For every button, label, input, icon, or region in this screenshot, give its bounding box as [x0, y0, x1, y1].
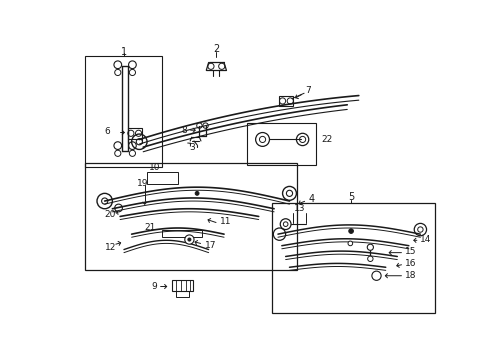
Bar: [246, 122, 316, 165]
Text: 18: 18: [404, 271, 416, 280]
Text: 2: 2: [213, 44, 219, 54]
Text: 13: 13: [293, 204, 305, 213]
Bar: [171, 280, 193, 291]
Text: 9: 9: [151, 282, 156, 291]
Circle shape: [366, 244, 373, 250]
Bar: [85, 55, 162, 167]
Text: 4: 4: [308, 194, 314, 204]
Text: 11: 11: [220, 217, 231, 226]
Text: 6: 6: [104, 127, 110, 136]
Text: 12: 12: [104, 243, 116, 252]
Circle shape: [348, 229, 353, 233]
Text: 14: 14: [420, 235, 431, 244]
Text: 22: 22: [321, 135, 332, 144]
Text: 5: 5: [347, 192, 353, 202]
Text: 16: 16: [404, 259, 416, 268]
Circle shape: [195, 192, 199, 195]
Text: 8: 8: [182, 126, 187, 135]
Bar: [85, 163, 297, 270]
Circle shape: [371, 271, 380, 280]
Text: 3: 3: [189, 143, 195, 152]
Circle shape: [184, 235, 194, 244]
Text: 19: 19: [137, 179, 148, 188]
Text: 1: 1: [121, 47, 127, 57]
Text: 15: 15: [404, 247, 416, 256]
Text: 21: 21: [144, 224, 156, 233]
Bar: [127, 128, 142, 139]
Text: 10: 10: [149, 163, 160, 172]
Bar: [175, 291, 189, 297]
Text: 7: 7: [305, 86, 310, 95]
Bar: [279, 95, 293, 106]
Bar: [147, 172, 178, 184]
Bar: [271, 203, 434, 313]
Bar: [162, 230, 202, 237]
Text: 17: 17: [204, 241, 216, 250]
Circle shape: [367, 256, 372, 261]
Circle shape: [187, 238, 190, 241]
Text: 20: 20: [104, 210, 116, 219]
Circle shape: [347, 241, 352, 246]
